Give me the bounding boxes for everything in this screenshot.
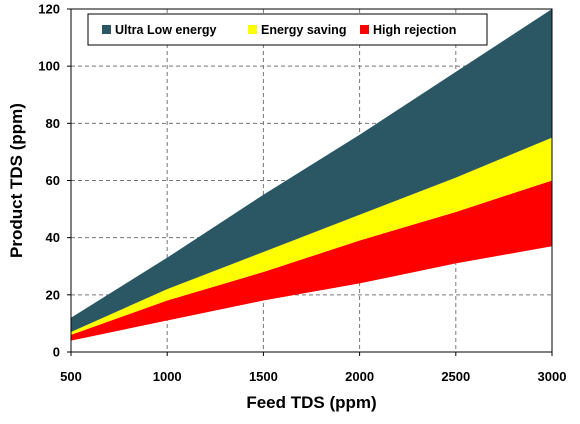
x-tick-label: 1500	[249, 369, 278, 384]
y-tick-label: 60	[46, 173, 60, 188]
y-axis-title: Product TDS (ppm)	[7, 103, 26, 258]
y-tick-label: 0	[53, 345, 60, 360]
legend-label-high-rejection: High rejection	[373, 23, 456, 37]
legend-box	[87, 13, 488, 46]
y-tick-label: 100	[38, 59, 60, 74]
y-tick-label: 40	[46, 230, 60, 245]
legend: Ultra Low energy Energy saving High reject…	[87, 13, 488, 46]
x-tick-label: 2000	[345, 369, 374, 384]
x-tick-label: 2500	[441, 369, 470, 384]
y-tick-label: 120	[38, 2, 60, 17]
x-axis: 500 1000 1500 2000 2500 3000	[60, 352, 566, 384]
legend-swatch-ultra-low-energy	[102, 25, 111, 34]
area-ultra-low-energy	[71, 9, 552, 332]
x-axis-title: Feed TDS (ppm)	[246, 393, 376, 412]
legend-label-ultra-low-energy: Ultra Low energy	[115, 23, 216, 37]
x-tick-label: 3000	[538, 369, 567, 384]
area-series	[71, 9, 552, 341]
legend-swatch-high-rejection	[360, 25, 369, 34]
x-tick-label: 500	[60, 369, 82, 384]
area-high-rejection	[71, 180, 552, 341]
y-tick-label: 20	[46, 287, 60, 302]
x-tick-label: 1000	[153, 369, 182, 384]
y-axis: 0 20 40 60 80 100 120	[38, 2, 71, 360]
legend-label-energy-saving: Energy saving	[261, 23, 346, 37]
y-tick-label: 80	[46, 116, 60, 131]
legend-swatch-energy-saving	[248, 25, 257, 34]
